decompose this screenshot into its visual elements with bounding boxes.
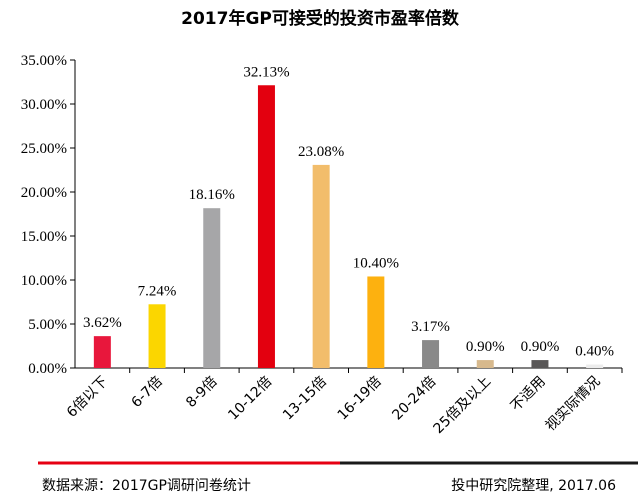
bar-7: [422, 340, 440, 368]
category-label: 6-7倍: [128, 374, 165, 411]
category-label: 视实际情况: [543, 374, 604, 435]
labels: 3.62% 6倍以下 7.24% 6-7倍 18.16% 8-9倍 32.13% 10-12倍…: [64, 64, 614, 437]
data-label: 23.08%: [298, 144, 344, 160]
bar-4: [257, 85, 275, 369]
footer-credit: 投中研究院整理, 2017.06: [451, 478, 616, 494]
y-tick-label: 0.00%: [28, 361, 67, 377]
category-label: 6倍以下: [64, 374, 111, 421]
y-tick-label: 5.00%: [28, 317, 67, 333]
category-label: 16-19倍: [335, 374, 385, 424]
data-label: 3.62%: [83, 315, 122, 331]
data-label: 0.90%: [466, 339, 505, 355]
category-label: 10-12倍: [225, 374, 275, 424]
y-tick-label: 10.00%: [21, 273, 67, 289]
bar-10: [586, 364, 604, 368]
category-label: 8-9倍: [183, 374, 220, 411]
data-label: 3.17%: [411, 319, 450, 335]
footer-source: 数据来源：2017GP调研问卷统计: [42, 478, 251, 494]
data-label: 32.13%: [243, 64, 289, 80]
y-tick-label: 35.00%: [21, 53, 67, 69]
category-label: 20-24倍: [389, 374, 439, 424]
data-label: 0.40%: [575, 343, 614, 359]
data-label: 7.24%: [138, 283, 177, 299]
data-label: 10.40%: [353, 255, 399, 271]
bar-6: [367, 276, 385, 368]
y-tick-label: 25.00%: [21, 141, 67, 157]
bar-2: [148, 304, 166, 368]
data-label: 18.16%: [189, 187, 235, 203]
bar-3: [203, 208, 221, 368]
bar-9: [531, 360, 549, 368]
y-tick-label: 20.00%: [21, 185, 67, 201]
bar-5: [312, 164, 330, 368]
chart-title: 2017年GP可接受的投资市盈率倍数: [181, 8, 460, 29]
category-label: 不适用: [508, 374, 549, 415]
category-label: 13-15倍: [280, 374, 330, 424]
y-tick-label: 15.00%: [21, 229, 67, 245]
bar-8: [476, 360, 494, 368]
y-tick-label: 30.00%: [21, 97, 67, 113]
axes: 0.00% 5.00% 10.00% 15.00% 20.00% 25.00% 30.00%…: [21, 53, 623, 377]
bars: [93, 85, 604, 369]
category-label: 25倍及以上: [431, 374, 495, 438]
bar-1: [93, 336, 111, 368]
data-label: 0.90%: [521, 339, 560, 355]
